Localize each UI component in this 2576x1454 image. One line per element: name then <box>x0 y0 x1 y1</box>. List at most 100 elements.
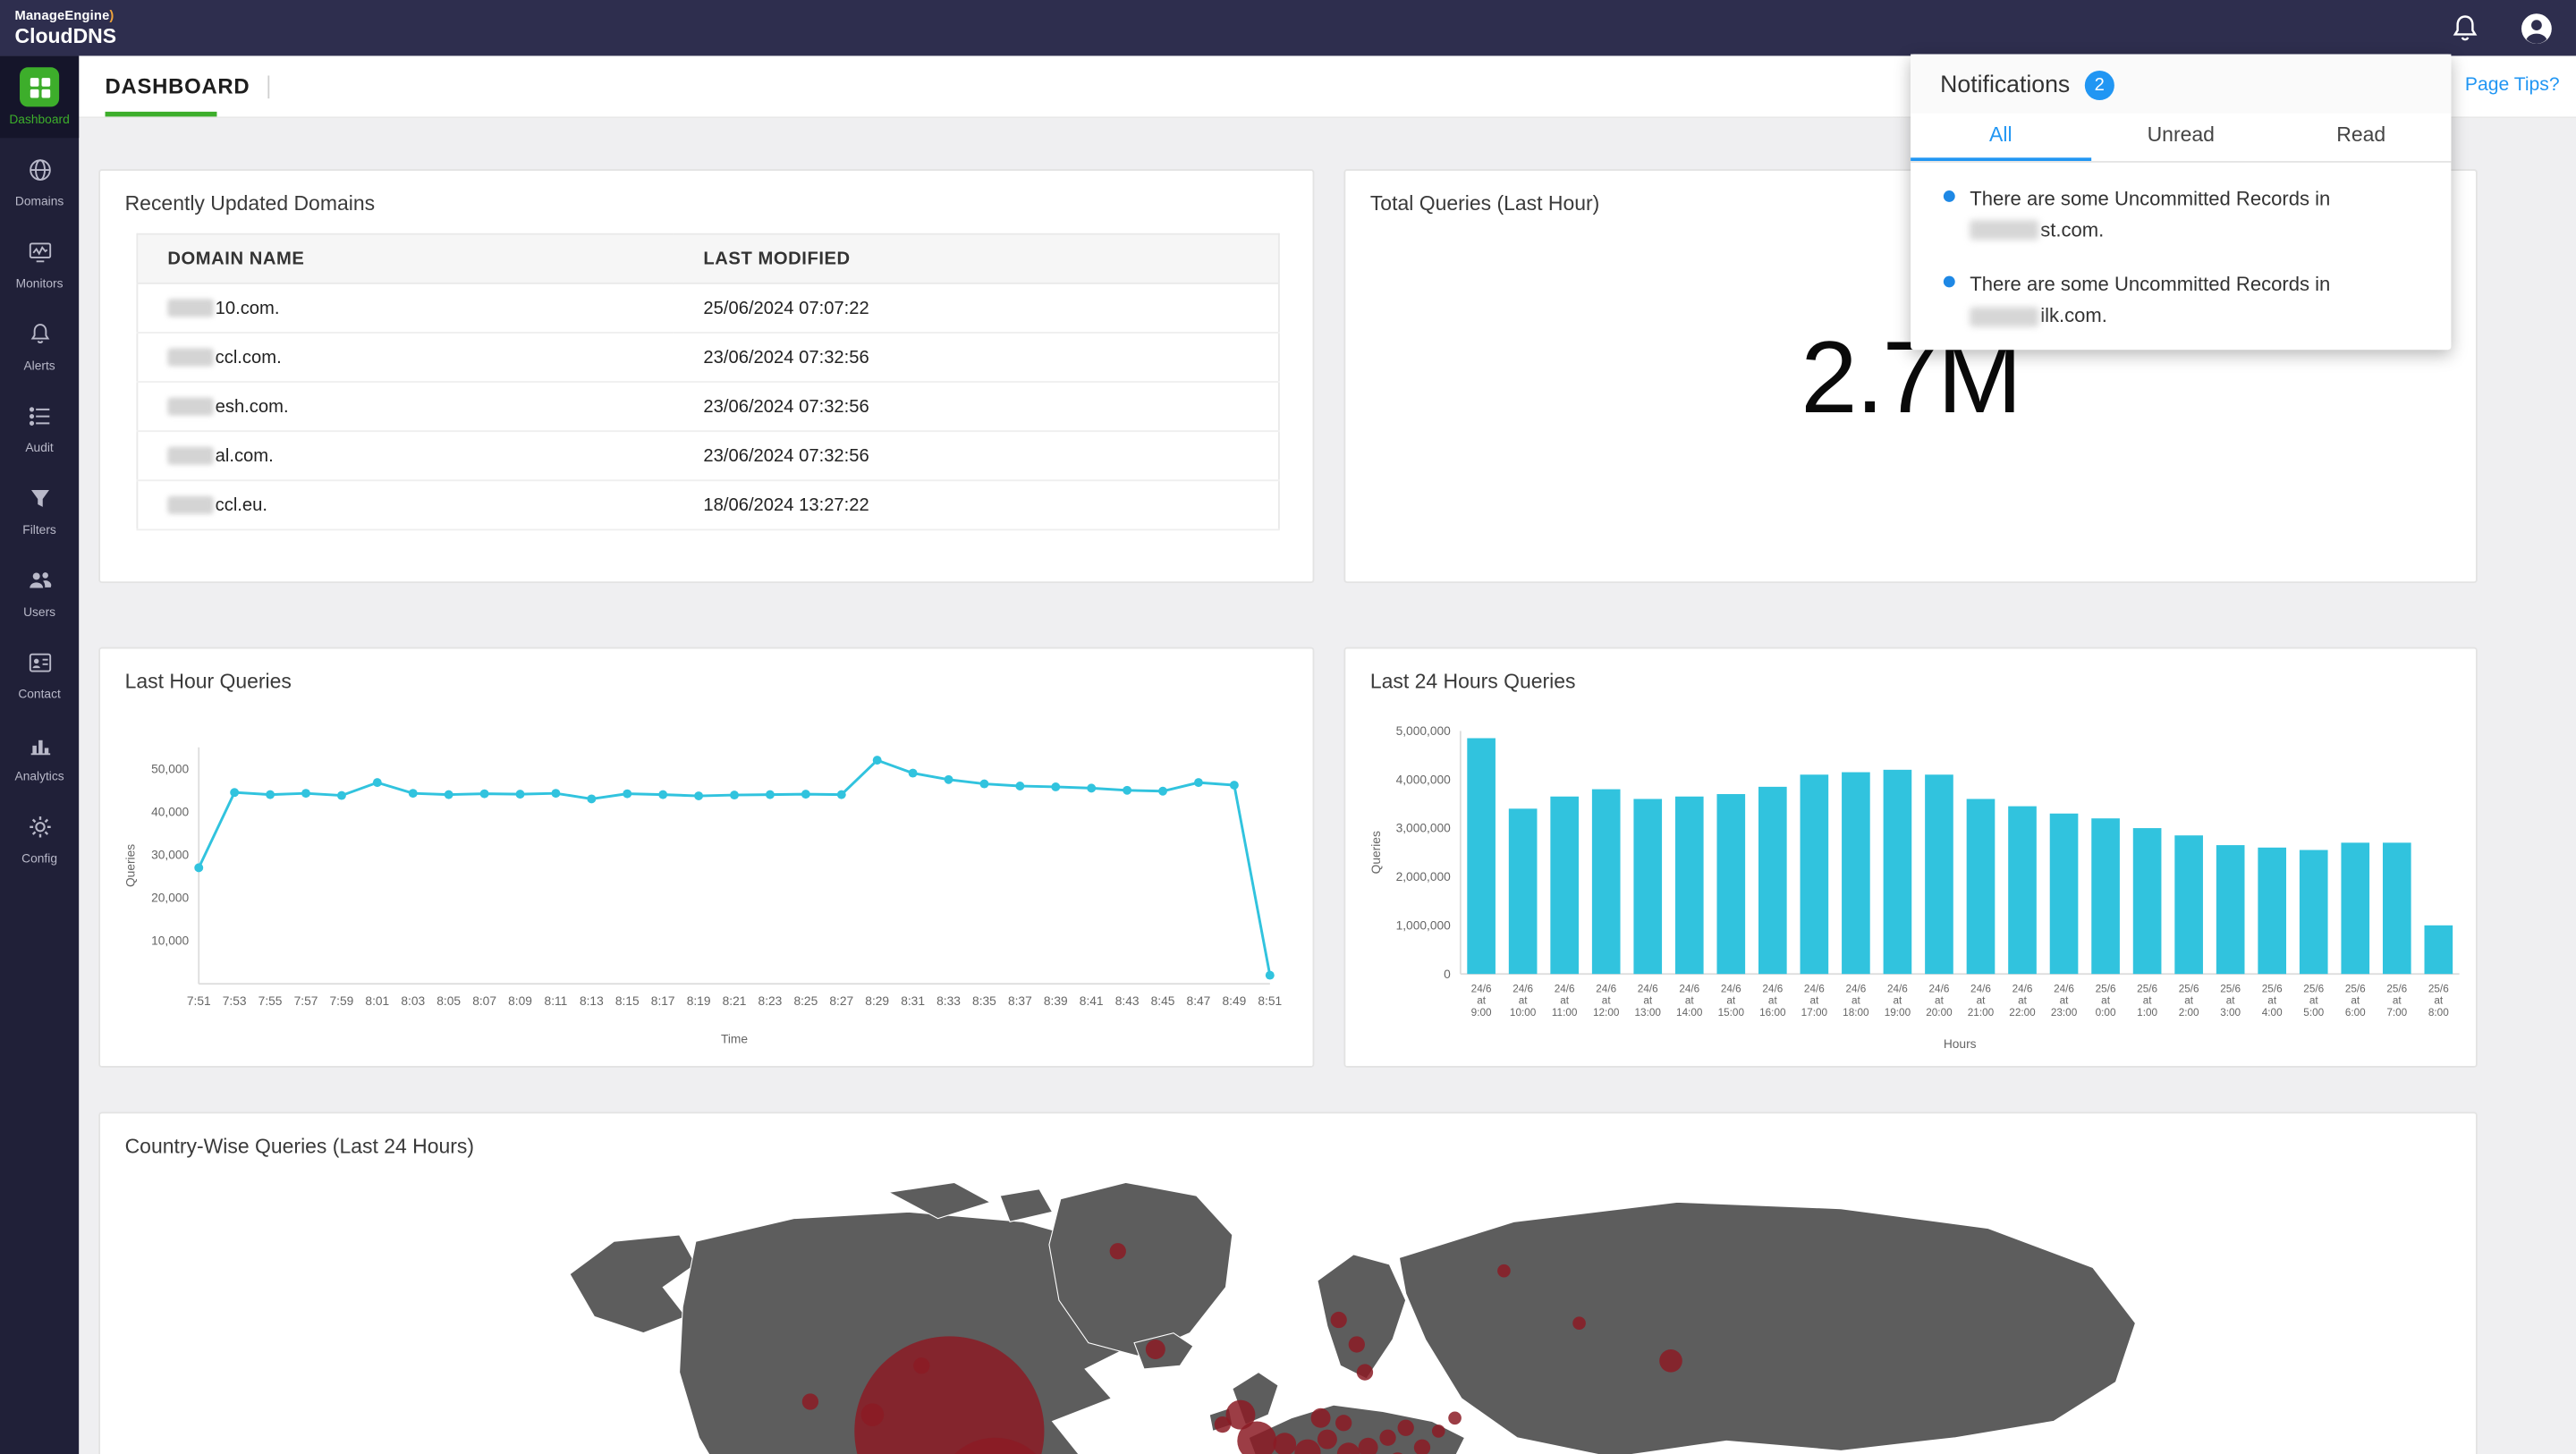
svg-text:3,000,000: 3,000,000 <box>1396 822 1452 835</box>
notifications-tabs: All Unread Read <box>1911 113 2452 163</box>
notification-item[interactable]: There are some Uncommitted Records in ilk… <box>1911 249 2451 334</box>
unread-dot <box>1943 190 1955 202</box>
sidebar-item-users[interactable]: Users <box>0 548 79 630</box>
sidebar-item-monitors[interactable]: Monitors <box>0 220 79 302</box>
redacted-domain-prefix <box>167 348 214 367</box>
last-24h-bar-chart: 0 1,000,000 2,000,000 3,000,000 4,000,000 5,0… <box>1345 708 2476 1061</box>
table-row[interactable]: esh.com. 23/06/2024 07:32:56 <box>137 382 1279 433</box>
table-row[interactable]: ccl.eu. 18/06/2024 13:27:22 <box>137 480 1279 531</box>
dashboard-content: Recently Updated Domains DOMAIN NAME LAS… <box>79 118 2576 1454</box>
svg-text:7:55: 7:55 <box>258 994 283 1008</box>
tab-unread[interactable]: Unread <box>2147 123 2215 147</box>
table-row[interactable]: 10.com. 25/06/2024 07:07:22 <box>137 283 1279 334</box>
sidebar-item-alerts[interactable]: Alerts <box>0 302 79 385</box>
svg-text:8:43: 8:43 <box>1115 994 1140 1008</box>
page-tips-link[interactable]: Page Tips? <box>2464 75 2560 96</box>
top-bar: ManageEngine) CloudDNS <box>0 0 2576 56</box>
redacted-domain-prefix <box>1970 220 2039 241</box>
svg-text:8:37: 8:37 <box>1008 994 1032 1008</box>
notifications-list: There are some Uncommitted Records in st.… <box>1911 163 2451 334</box>
notification-item[interactable]: There are some Uncommitted Records in st.… <box>1911 163 2451 249</box>
title-divider <box>267 74 270 98</box>
sidebar-item-filters[interactable]: Filters <box>0 467 79 549</box>
sidebar-item-label: Alerts <box>23 358 55 373</box>
query-bubbles <box>801 1243 1682 1454</box>
last-24h-queries-card: Last 24 Hours Queries 0 1,000,000 2,000,00… <box>1343 647 2478 1068</box>
recently-updated-domains-card: Recently Updated Domains DOMAIN NAME LAS… <box>98 169 1315 584</box>
svg-text:2,000,000: 2,000,000 <box>1396 870 1452 883</box>
card-title-total-queries: Total Queries (Last Hour) <box>1369 191 1600 216</box>
svg-text:7:57: 7:57 <box>294 994 318 1008</box>
svg-text:7:51: 7:51 <box>187 994 211 1008</box>
sidebar-item-config[interactable]: Config <box>0 795 79 877</box>
redacted-domain-prefix <box>167 446 214 465</box>
svg-text:5,000,000: 5,000,000 <box>1396 724 1452 738</box>
svg-text:8:47: 8:47 <box>1187 994 1211 1008</box>
notifications-bell-icon[interactable] <box>2448 12 2481 45</box>
world-map <box>100 1172 2476 1454</box>
svg-text:8:45: 8:45 <box>1151 994 1175 1008</box>
table-row[interactable]: ccl.com. 23/06/2024 07:32:56 <box>137 332 1279 383</box>
unread-dot <box>1943 275 1955 288</box>
column-header-domain-name: DOMAIN NAME <box>137 233 674 284</box>
svg-text:8:17: 8:17 <box>651 994 675 1008</box>
card-title-country-wise: Country-Wise Queries (Last 24 Hours) <box>124 1135 475 1158</box>
monitor-icon <box>20 232 59 271</box>
svg-text:Time: Time <box>721 1032 748 1045</box>
last-hour-line-chart: 10,000 20,000 30,000 40,000 50,000 7:51 7:53 7:… <box>100 708 1313 1061</box>
cards-row-1: Recently Updated Domains DOMAIN NAME LAS… <box>98 169 2478 584</box>
last-hour-queries-card: Last Hour Queries 10,000 20,000 30,000 40,0… <box>98 647 1315 1068</box>
notifications-header: Notifications 2 <box>1911 54 2452 114</box>
svg-text:10,000: 10,000 <box>151 934 189 948</box>
topbar-actions <box>2448 12 2576 45</box>
recently-updated-table: DOMAIN NAME LAST MODIFIED 10.com. 25/06/2… <box>136 232 1280 531</box>
app-logo[interactable]: ManageEngine) CloudDNS <box>0 7 117 46</box>
column-header-last-modified: LAST MODIFIED <box>674 233 1279 284</box>
active-tab-underline <box>105 111 217 117</box>
svg-text:20,000: 20,000 <box>151 892 189 905</box>
sidebar-item-label: Users <box>23 604 56 620</box>
svg-text:8:33: 8:33 <box>936 994 961 1008</box>
svg-text:8:21: 8:21 <box>723 994 747 1008</box>
sidebar-item-domains[interactable]: Domains <box>0 138 79 220</box>
last-modified-value: 25/06/2024 07:07:22 <box>674 283 1279 334</box>
svg-text:8:39: 8:39 <box>1044 994 1068 1008</box>
map-landmasses <box>569 1181 2137 1454</box>
sidebar-item-audit[interactable]: Audit <box>0 385 79 467</box>
svg-text:8:29: 8:29 <box>865 994 889 1008</box>
last-modified-value: 23/06/2024 07:32:56 <box>674 382 1279 433</box>
tab-read[interactable]: Read <box>2336 123 2386 147</box>
sidebar-item-label: Config <box>21 850 57 866</box>
svg-text:0: 0 <box>1444 968 1451 981</box>
tab-all[interactable]: All <box>1911 114 2091 161</box>
table-row[interactable]: al.com. 23/06/2024 07:32:56 <box>137 431 1279 482</box>
sidebar-item-analytics[interactable]: Analytics <box>0 713 79 795</box>
sidebar-item-contact[interactable]: Contact <box>0 630 79 713</box>
brand-company: ManageEngine) <box>14 7 114 23</box>
sidebar-item-dashboard[interactable]: Dashboard <box>0 55 80 139</box>
user-avatar-icon[interactable] <box>2521 12 2554 45</box>
gear-icon <box>20 807 59 846</box>
svg-text:8:25: 8:25 <box>793 994 818 1008</box>
sidebar-item-label: Audit <box>25 440 54 455</box>
redacted-domain-prefix <box>167 397 214 416</box>
svg-text:8:49: 8:49 <box>1222 994 1246 1008</box>
svg-text:50,000: 50,000 <box>151 762 189 775</box>
svg-text:8:09: 8:09 <box>508 994 532 1008</box>
redacted-domain-prefix <box>167 495 214 515</box>
svg-text:8:05: 8:05 <box>436 994 461 1008</box>
table-header-row: DOMAIN NAME LAST MODIFIED <box>137 233 1279 284</box>
page-title: DASHBOARD <box>105 73 250 99</box>
